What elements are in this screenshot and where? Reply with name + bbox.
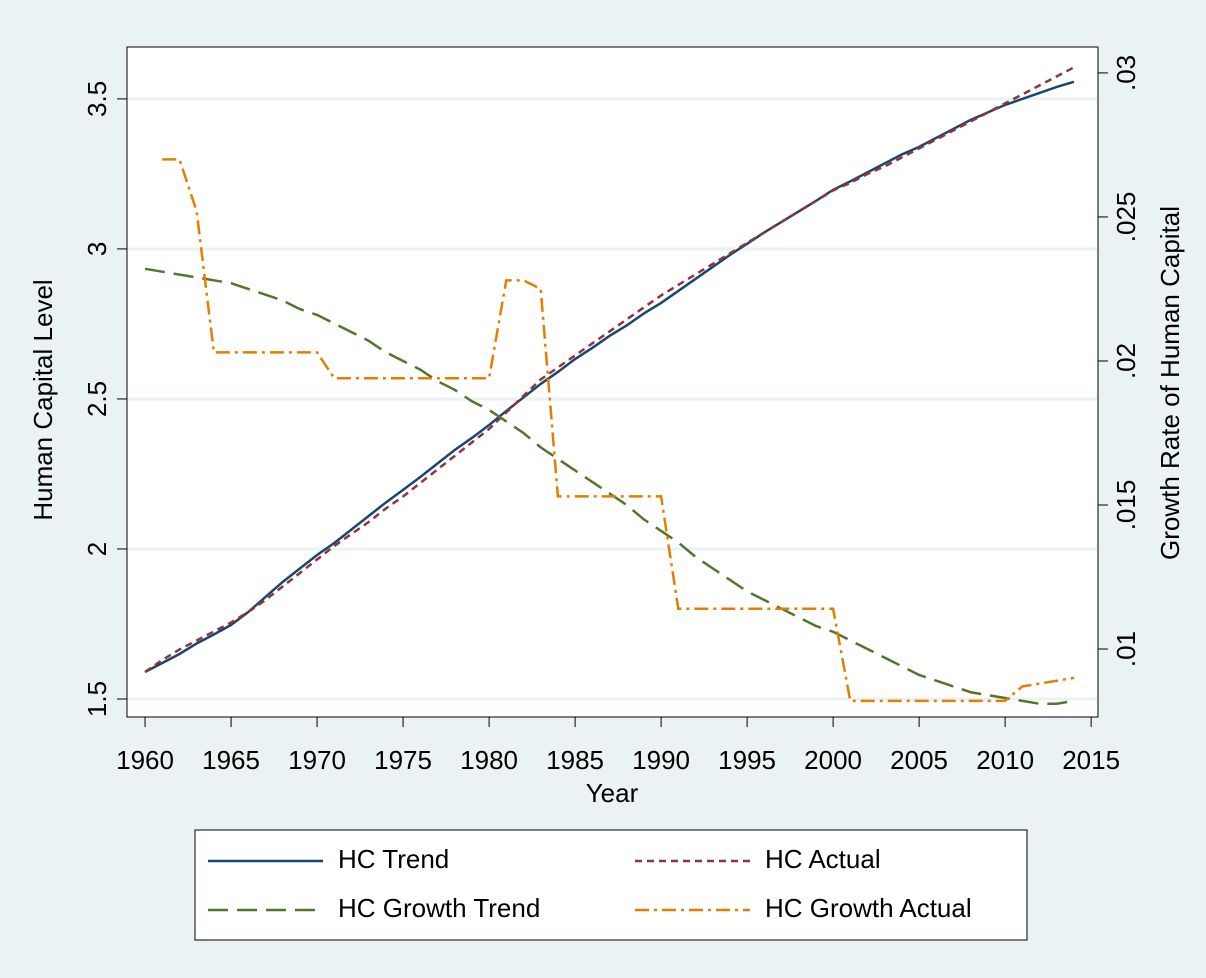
series-line (144, 267, 1075, 705)
x-tick-label: 1985 (546, 745, 604, 775)
y-tick-label: 2 (82, 542, 112, 556)
y2-tick-label: .03 (1111, 55, 1141, 91)
series-line (144, 66, 1075, 674)
y-axis-label: Human Capital Level (28, 279, 58, 520)
x-tick-label: 1965 (202, 745, 260, 775)
x-tick-label: 2000 (804, 745, 862, 775)
legend-label: HC Actual (765, 844, 881, 874)
x-tick-label: 1990 (632, 745, 690, 775)
legend-label: HC Trend (338, 844, 449, 874)
x-tick-label: 2005 (890, 745, 948, 775)
y2-tick-label: .02 (1111, 343, 1141, 379)
y-tick-label: 3 (82, 242, 112, 256)
y-tick-label: 2.5 (82, 381, 112, 417)
y2-tick-label: .01 (1111, 631, 1141, 667)
x-axis-label: Year (586, 778, 639, 808)
plot-area (126, 46, 1099, 718)
x-tick-label: 1970 (288, 745, 346, 775)
series-line (144, 80, 1075, 674)
x-tick-label: 2010 (976, 745, 1034, 775)
series-line (162, 158, 1075, 703)
y2-tick-label: .025 (1111, 192, 1141, 243)
legend-label: HC Growth Actual (765, 893, 972, 923)
y2-axis-label: Growth Rate of Human Capital (1155, 206, 1185, 560)
x-tick-label: 2015 (1062, 745, 1120, 775)
x-tick-label: 1960 (116, 745, 174, 775)
x-tick-label: 1975 (374, 745, 432, 775)
y-tick-label: 3.5 (82, 81, 112, 117)
y-tick-label: 1.5 (82, 681, 112, 717)
legend-label: HC Growth Trend (338, 893, 540, 923)
y2-tick-label: .015 (1111, 480, 1141, 531)
x-tick-label: 1995 (718, 745, 776, 775)
x-tick-label: 1980 (460, 745, 518, 775)
legend-box (194, 829, 1028, 941)
